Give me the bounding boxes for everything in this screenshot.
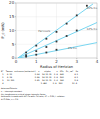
tick-label: 1 — [35, 59, 38, 64]
plot-data — [18, 4, 97, 58]
tick — [15, 44, 16, 45]
tick-label: 3 — [75, 59, 78, 64]
x-axis-label: Radius of Hertzian — [40, 65, 73, 69]
chart: 0 1 2 3 4 0 5 10 15 20 Radius of Hertzian P_c (mN) 2… — [0, 0, 100, 119]
fit-line — [18, 23, 97, 58]
point — [66, 35, 68, 37]
fit-line — [18, 4, 93, 58]
tick-label: 0 — [15, 59, 18, 64]
point — [66, 23, 68, 25]
point — [76, 14, 78, 16]
tick — [15, 58, 16, 59]
tick-label: 10 — [9, 28, 15, 33]
point — [45, 38, 47, 40]
tick-label: 4 — [96, 59, 99, 64]
table-row: 4 1-480 0.8 560 10.4 — [1, 82, 78, 85]
point — [45, 52, 47, 54]
point — [25, 56, 27, 58]
y-axis-label: P_c (mN) — [1, 22, 5, 39]
tick-label: 20 — [9, 0, 15, 5]
tick — [15, 16, 16, 17]
point — [76, 30, 78, 32]
point — [56, 41, 58, 43]
tick-label: 5 — [12, 42, 15, 47]
tick-label: 15 — [9, 14, 15, 19]
footer-note: BTO-GMn, n = 0.2 — [1, 98, 19, 101]
point — [56, 49, 58, 51]
annotation: Parcours — [38, 29, 51, 33]
point — [25, 52, 27, 54]
fit-line — [20, 43, 97, 58]
tick — [15, 3, 16, 4]
tick-label: 2 — [55, 59, 58, 64]
point — [35, 45, 37, 47]
plot-area — [16, 3, 97, 58]
grid-line — [16, 58, 97, 59]
grid-line — [16, 16, 97, 17]
grid-line — [16, 3, 97, 4]
annotation: 20% Co — [86, 6, 97, 10]
annotation: 4% Co — [68, 46, 77, 50]
point — [35, 54, 37, 56]
tick — [15, 30, 16, 31]
tick-label: 0 — [12, 55, 15, 60]
point — [56, 31, 58, 33]
point — [35, 50, 37, 52]
point — [45, 46, 47, 48]
annotation: 12% Co — [86, 27, 97, 31]
